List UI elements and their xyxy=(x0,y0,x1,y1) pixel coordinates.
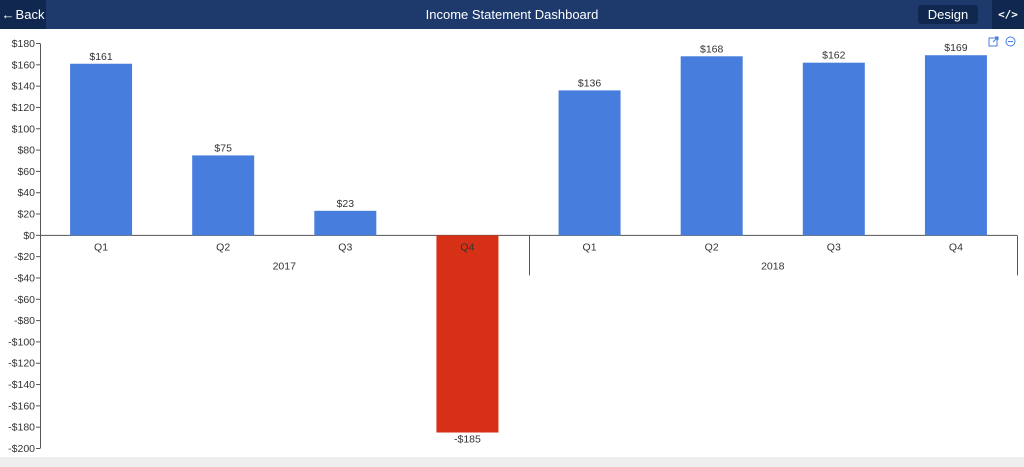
design-button[interactable]: Design xyxy=(918,5,978,24)
y-tick-label: -$40 xyxy=(14,272,35,284)
bar-chart: $180 $160 $140 $120 $100 $80 $60 $40 $20 $0 -$20 -$… xyxy=(8,38,1018,455)
y-tick-label: $160 xyxy=(12,59,36,71)
bar[interactable] xyxy=(680,56,743,236)
y-tick-label: -$80 xyxy=(14,315,35,327)
bar-value-label: $169 xyxy=(944,42,968,54)
x-category-label: Q3 xyxy=(338,241,352,253)
y-tick-label: -$140 xyxy=(8,379,35,391)
y-tick-label: $80 xyxy=(17,145,35,157)
y-tick-label: -$200 xyxy=(8,443,35,455)
y-tick-label: $40 xyxy=(17,187,35,199)
y-tick-label: $20 xyxy=(17,209,35,221)
chart-toolbar xyxy=(988,36,1016,48)
y-tick-label: $100 xyxy=(12,123,36,135)
bar-value-label: $23 xyxy=(337,198,355,210)
y-tick-label: -$120 xyxy=(8,358,35,370)
x-category-label: Q1 xyxy=(94,241,108,253)
chart-area: $180 $160 $140 $120 $100 $80 $60 $40 $20 $0 -$20 -$… xyxy=(0,29,1024,457)
top-bar: ← Back Income Statement Dashboard Design… xyxy=(0,0,1024,29)
bar[interactable] xyxy=(558,90,621,236)
bottom-scroll-strip xyxy=(0,457,1024,467)
x-category-label: Q2 xyxy=(216,241,230,253)
bar[interactable] xyxy=(924,55,987,236)
bar-value-label: $136 xyxy=(578,77,602,89)
code-view-button[interactable]: </> xyxy=(992,0,1024,29)
bar[interactable] xyxy=(70,63,133,236)
page-title: Income Statement Dashboard xyxy=(425,7,599,22)
back-label: Back xyxy=(15,7,45,22)
arrow-left-icon: ← xyxy=(1,7,15,22)
x-category-label: Q4 xyxy=(949,241,963,253)
bar-value-label: $75 xyxy=(214,142,232,154)
y-tick-label: $60 xyxy=(17,166,35,178)
zoom-out-icon[interactable] xyxy=(1005,36,1016,47)
y-tick-label: $0 xyxy=(23,230,35,242)
back-button[interactable]: ← Back xyxy=(0,0,46,29)
x-category-label: Q3 xyxy=(827,241,841,253)
y-tick-label: -$60 xyxy=(14,294,35,306)
x-category-label: Q2 xyxy=(705,241,719,253)
bar-value-label: $168 xyxy=(700,43,724,55)
bar[interactable] xyxy=(436,235,499,433)
export-icon[interactable] xyxy=(988,36,999,47)
bar-value-label: -$185 xyxy=(454,434,481,446)
y-tick-label: -$180 xyxy=(8,422,35,434)
code-icon: </> xyxy=(998,8,1018,21)
x-group-label: 2018 xyxy=(761,260,785,272)
y-tick-label: -$160 xyxy=(8,400,35,412)
bar[interactable] xyxy=(314,210,377,236)
bar-value-label: $162 xyxy=(822,50,846,62)
x-group-label: 2017 xyxy=(273,260,297,272)
bar[interactable] xyxy=(802,62,865,236)
y-tick-label: -$20 xyxy=(14,251,35,263)
y-tick-label: $140 xyxy=(12,81,36,93)
x-category-label: Q4 xyxy=(460,241,474,253)
y-tick-label: $120 xyxy=(12,102,36,114)
y-tick-label: -$100 xyxy=(8,336,35,348)
bar[interactable] xyxy=(192,155,255,236)
y-tick-label: $180 xyxy=(12,38,36,50)
x-category-label: Q1 xyxy=(583,241,597,253)
bar-value-label: $161 xyxy=(89,51,113,63)
